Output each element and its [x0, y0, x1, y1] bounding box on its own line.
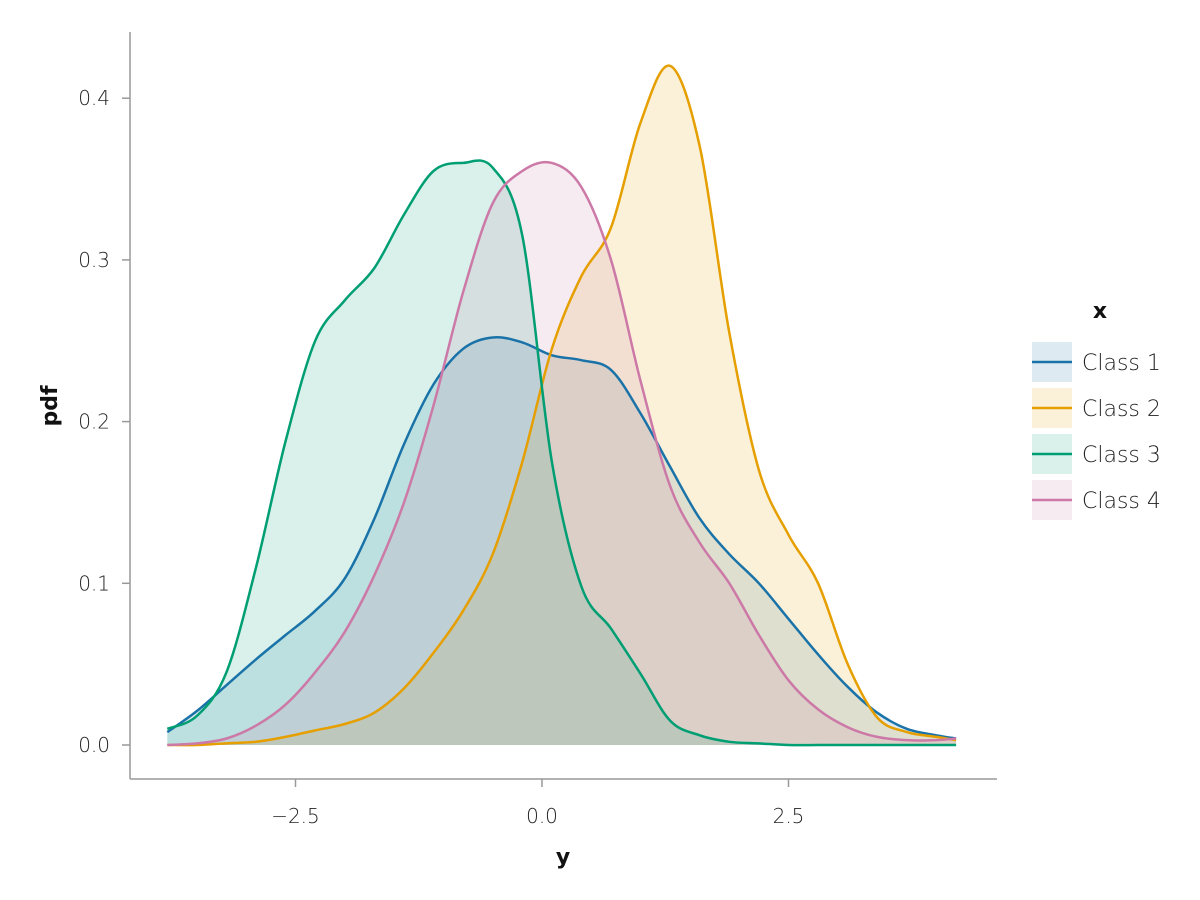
legend-item-class-2: Class 2: [1032, 388, 1161, 428]
y-tick-label: 0.0: [78, 733, 110, 757]
area-class-1: [167, 337, 957, 745]
y-axis: 0.0 0.1 0.2 0.3 0.4 pdf: [38, 32, 131, 779]
series-areas: [167, 65, 957, 746]
y-axis-label: pdf: [38, 385, 63, 426]
line-class-3: [166, 159, 957, 747]
legend-item-class-3: Class 3: [1032, 434, 1161, 474]
line-class-2: [167, 64, 957, 747]
legend-title: x: [1093, 299, 1107, 324]
y-tick-label: 0.1: [78, 571, 110, 595]
x-axis: −2.5 0.0 2.5 y: [130, 778, 997, 870]
area-class-2: [167, 65, 957, 746]
y-tick-label: 0.4: [78, 86, 110, 110]
x-tick-label: −2.5: [271, 804, 320, 828]
series-lines: [166, 64, 957, 747]
area-class-3: [167, 160, 957, 746]
legend-label: Class 2: [1082, 397, 1161, 422]
legend-label: Class 4: [1082, 489, 1161, 514]
x-axis-label: y: [556, 845, 570, 870]
legend-label: Class 3: [1082, 443, 1161, 468]
legend-label: Class 1: [1082, 351, 1161, 376]
line-class-4: [167, 160, 957, 747]
line-class-1: [166, 336, 957, 740]
legend-item-class-4: Class 4: [1032, 480, 1161, 520]
x-tick-label: 2.5: [773, 804, 805, 828]
area-class-4: [167, 162, 957, 746]
x-tick-label: 0.0: [526, 804, 558, 828]
legend: x Class 1 Class 2 Class 3 Class 4: [1032, 299, 1161, 520]
legend-item-class-1: Class 1: [1032, 342, 1161, 382]
y-tick-label: 0.2: [78, 410, 110, 434]
y-tick-label: 0.3: [78, 248, 110, 272]
